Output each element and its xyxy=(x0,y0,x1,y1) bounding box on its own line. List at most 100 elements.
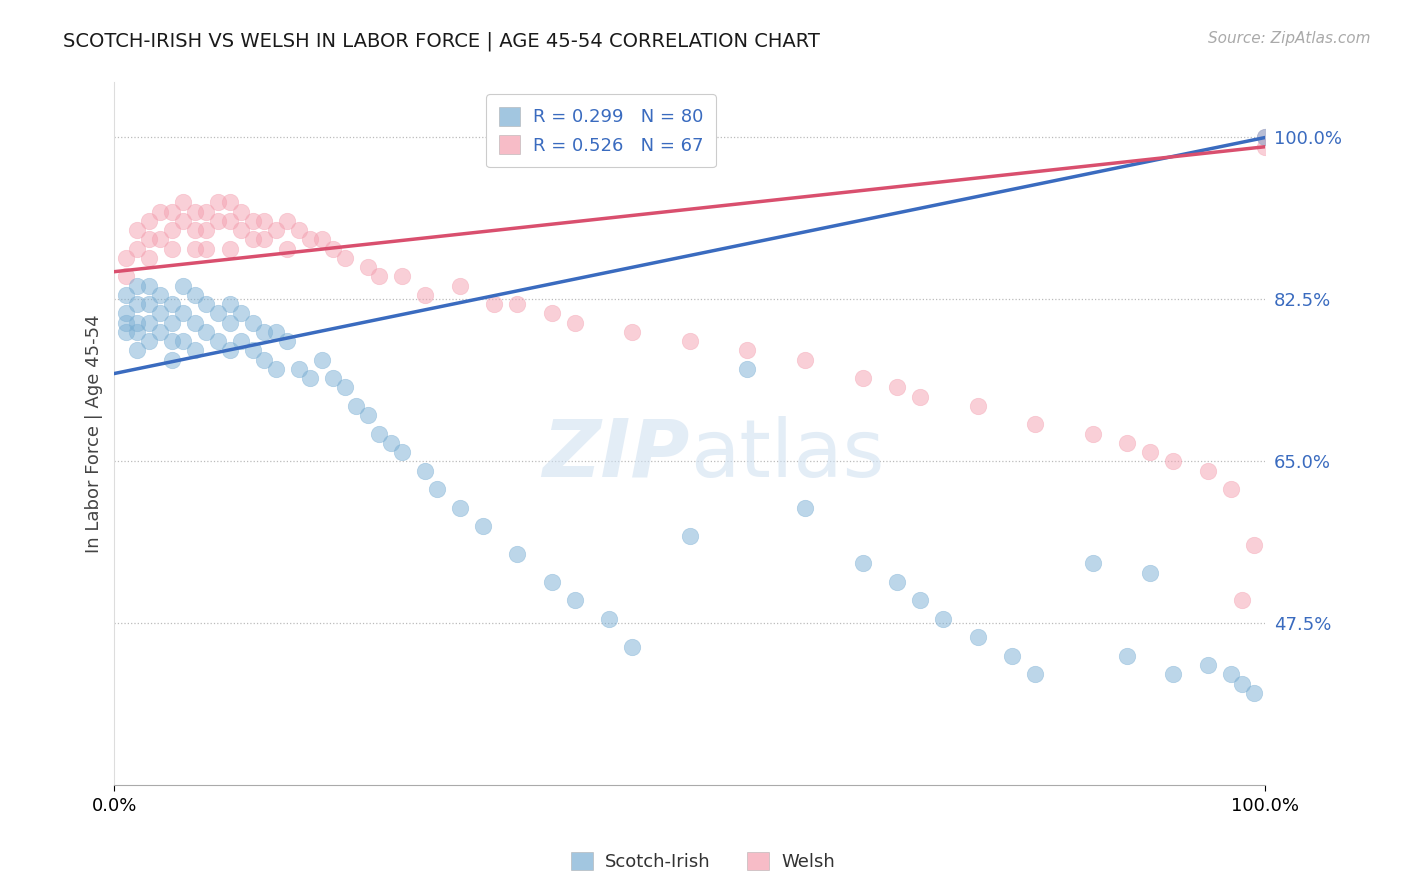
Point xyxy=(172,334,194,348)
Point xyxy=(195,242,218,256)
Point xyxy=(564,316,586,330)
Point xyxy=(242,316,264,330)
Point xyxy=(115,288,138,302)
Point xyxy=(1081,426,1104,441)
Point xyxy=(149,306,172,320)
Point xyxy=(1254,130,1277,145)
Point xyxy=(737,343,759,358)
Point xyxy=(207,195,229,210)
Point xyxy=(195,325,218,339)
Point xyxy=(195,223,218,237)
Point xyxy=(160,242,183,256)
Point xyxy=(242,232,264,246)
Point xyxy=(1024,667,1046,681)
Point xyxy=(322,242,344,256)
Point xyxy=(356,260,378,274)
Point xyxy=(184,223,207,237)
Point xyxy=(1024,417,1046,432)
Point xyxy=(794,500,817,515)
Point xyxy=(886,574,908,589)
Point xyxy=(127,297,149,311)
Point xyxy=(218,297,240,311)
Point xyxy=(311,352,333,367)
Point xyxy=(299,371,322,385)
Point xyxy=(1139,445,1161,459)
Point xyxy=(184,242,207,256)
Point xyxy=(138,278,160,293)
Legend: R = 0.299   N = 80, R = 0.526   N = 67: R = 0.299 N = 80, R = 0.526 N = 67 xyxy=(486,95,716,168)
Point xyxy=(115,251,138,265)
Point xyxy=(449,500,471,515)
Point xyxy=(138,232,160,246)
Point xyxy=(253,325,276,339)
Point xyxy=(1254,139,1277,153)
Point xyxy=(160,316,183,330)
Point xyxy=(1081,556,1104,570)
Point xyxy=(207,306,229,320)
Point xyxy=(287,362,309,376)
Point xyxy=(218,316,240,330)
Point xyxy=(908,390,931,404)
Point xyxy=(1001,648,1024,663)
Point xyxy=(184,204,207,219)
Point xyxy=(299,232,322,246)
Point xyxy=(322,371,344,385)
Point xyxy=(127,325,149,339)
Point xyxy=(172,213,194,227)
Point xyxy=(737,362,759,376)
Point xyxy=(426,482,449,496)
Point xyxy=(932,612,955,626)
Point xyxy=(184,288,207,302)
Point xyxy=(471,519,494,533)
Point xyxy=(149,204,172,219)
Point xyxy=(242,343,264,358)
Point xyxy=(1219,482,1241,496)
Text: Source: ZipAtlas.com: Source: ZipAtlas.com xyxy=(1208,31,1371,46)
Text: ZIP: ZIP xyxy=(543,416,690,494)
Point xyxy=(195,297,218,311)
Point xyxy=(276,213,298,227)
Text: atlas: atlas xyxy=(690,416,884,494)
Point xyxy=(449,278,471,293)
Point xyxy=(138,316,160,330)
Point xyxy=(149,232,172,246)
Point xyxy=(276,334,298,348)
Point xyxy=(138,251,160,265)
Point xyxy=(852,371,875,385)
Point xyxy=(149,325,172,339)
Point xyxy=(506,547,529,561)
Point xyxy=(966,630,988,644)
Point xyxy=(540,574,562,589)
Point xyxy=(172,306,194,320)
Point xyxy=(115,306,138,320)
Point xyxy=(966,399,988,413)
Point xyxy=(229,223,252,237)
Point xyxy=(506,297,529,311)
Point xyxy=(218,195,240,210)
Point xyxy=(598,612,620,626)
Point xyxy=(368,269,391,284)
Point xyxy=(160,223,183,237)
Point xyxy=(127,223,149,237)
Point xyxy=(380,436,402,450)
Point xyxy=(264,223,287,237)
Point xyxy=(621,325,644,339)
Point xyxy=(138,334,160,348)
Y-axis label: In Labor Force | Age 45-54: In Labor Force | Age 45-54 xyxy=(86,314,103,553)
Legend: Scotch-Irish, Welsh: Scotch-Irish, Welsh xyxy=(564,845,842,879)
Point xyxy=(1232,676,1254,690)
Point xyxy=(160,352,183,367)
Point xyxy=(229,306,252,320)
Point xyxy=(413,288,436,302)
Point xyxy=(253,352,276,367)
Point xyxy=(172,278,194,293)
Point xyxy=(1116,436,1139,450)
Point xyxy=(1243,686,1265,700)
Point xyxy=(229,334,252,348)
Point xyxy=(333,380,356,394)
Point xyxy=(264,362,287,376)
Point xyxy=(115,269,138,284)
Point xyxy=(484,297,506,311)
Point xyxy=(160,204,183,219)
Point xyxy=(253,213,276,227)
